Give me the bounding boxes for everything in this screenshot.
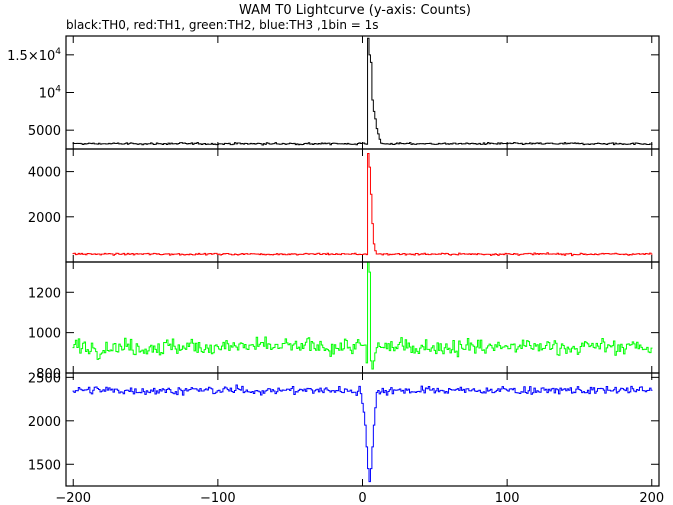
x-tick-label: −200 [55,491,91,505]
panel-th0: 5000 104 1.5×104 [7,35,660,150]
chart-title: WAM T0 Lightcurve (y-axis: Counts) [239,3,471,18]
y-tick-label: 2000 [28,415,61,430]
panel-frame [65,261,660,374]
y-tick-label: 1.5×104 [7,47,61,64]
series-line-th1 [72,153,653,257]
y-tick-label: 104 [39,85,62,102]
x-axis: −200 −100 0 100 200 [55,491,664,505]
series-line-th3 [72,384,653,483]
x-tick-label: −100 [200,491,236,505]
y-tick-label: 800 [36,367,61,382]
y-tick-label: 2500 [28,371,61,386]
y-tick-label: 1200 [28,286,61,301]
series-line-th2 [72,262,653,370]
x-tick-label: 200 [639,491,664,505]
panel-th1: 2000 4000 [28,148,660,263]
y-tick-label: 1000 [28,327,61,342]
panels-group: 5000 104 1.5×104 2000 4000 800 1000 1200 1500 200… [7,35,660,487]
panel-th2: 800 1000 1200 [28,261,660,382]
y-tick-label: 4000 [28,166,61,181]
chart-subtitle: black:TH0, red:TH1, green:TH2, blue:TH3 … [66,18,379,32]
panel-frame [65,148,660,263]
x-tick-label: 0 [358,491,366,505]
series-line-th0 [72,37,653,146]
y-tick-label: 1500 [28,458,61,473]
panel-frame [65,35,660,150]
y-tick-label: 5000 [28,124,61,139]
panel-th3: 1500 2000 2500 [28,371,660,487]
x-tick-label: 100 [495,491,520,505]
y-tick-label: 2000 [28,211,61,226]
